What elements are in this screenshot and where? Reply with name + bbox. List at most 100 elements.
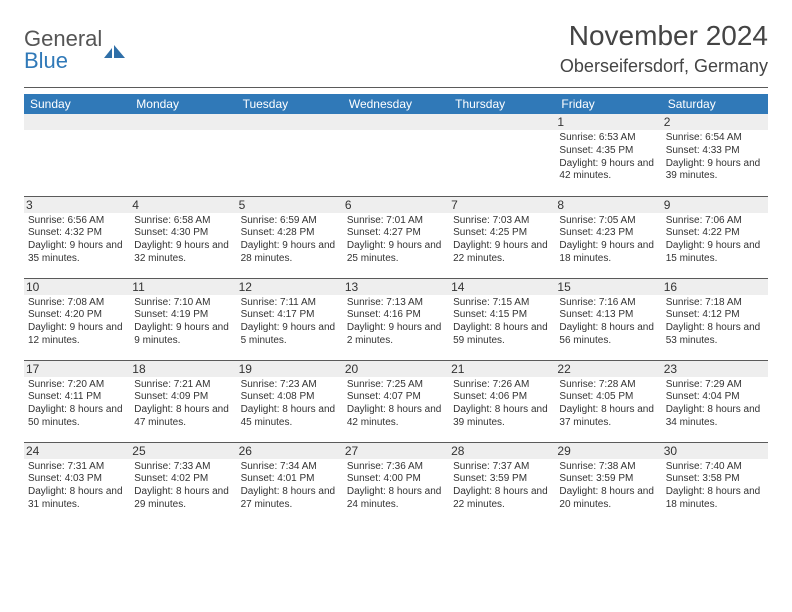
daylight-text: Daylight: 9 hours and 39 minutes. xyxy=(666,158,764,184)
sunrise-text: Sunrise: 7:06 AM xyxy=(666,215,764,228)
sunset-text: Sunset: 4:35 PM xyxy=(559,145,657,158)
sunrise-text: Sunrise: 7:01 AM xyxy=(347,215,445,228)
day-number-empty xyxy=(449,114,555,130)
day-number: 19 xyxy=(237,361,343,377)
calendar-day-cell: 12Sunrise: 7:11 AMSunset: 4:17 PMDayligh… xyxy=(237,278,343,360)
day-number: 27 xyxy=(343,443,449,459)
calendar-day-cell: 8Sunrise: 7:05 AMSunset: 4:23 PMDaylight… xyxy=(555,196,661,278)
day-info: Sunrise: 6:59 AMSunset: 4:28 PMDaylight:… xyxy=(241,215,339,266)
sunset-text: Sunset: 3:59 PM xyxy=(453,473,551,486)
calendar-day-cell: 17Sunrise: 7:20 AMSunset: 4:11 PMDayligh… xyxy=(24,360,130,442)
sunrise-text: Sunrise: 7:15 AM xyxy=(453,297,551,310)
day-number: 5 xyxy=(237,197,343,213)
sunrise-text: Sunrise: 6:56 AM xyxy=(28,215,126,228)
sunset-text: Sunset: 4:08 PM xyxy=(241,391,339,404)
daylight-text: Daylight: 9 hours and 28 minutes. xyxy=(241,240,339,266)
day-number: 18 xyxy=(130,361,236,377)
daylight-text: Daylight: 8 hours and 22 minutes. xyxy=(453,486,551,512)
day-info: Sunrise: 7:11 AMSunset: 4:17 PMDaylight:… xyxy=(241,297,339,348)
calendar-page: GeneralBlue November 2024 Oberseifersdor… xyxy=(0,0,792,536)
day-number: 24 xyxy=(24,443,130,459)
daylight-text: Daylight: 9 hours and 2 minutes. xyxy=(347,322,445,348)
sunset-text: Sunset: 4:30 PM xyxy=(134,227,232,240)
sunrise-text: Sunrise: 6:59 AM xyxy=(241,215,339,228)
location-label: Oberseifersdorf, Germany xyxy=(560,56,768,77)
weekday-header: Friday xyxy=(555,94,661,114)
sunset-text: Sunset: 4:01 PM xyxy=(241,473,339,486)
calendar-day-cell: 28Sunrise: 7:37 AMSunset: 3:59 PMDayligh… xyxy=(449,442,555,524)
calendar-day-cell: 4Sunrise: 6:58 AMSunset: 4:30 PMDaylight… xyxy=(130,196,236,278)
sunrise-text: Sunrise: 7:40 AM xyxy=(666,461,764,474)
weekday-header: Monday xyxy=(130,94,236,114)
sunrise-text: Sunrise: 7:36 AM xyxy=(347,461,445,474)
daylight-text: Daylight: 8 hours and 34 minutes. xyxy=(666,404,764,430)
weekday-header: Thursday xyxy=(449,94,555,114)
calendar-day-cell xyxy=(237,114,343,196)
calendar-day-cell: 15Sunrise: 7:16 AMSunset: 4:13 PMDayligh… xyxy=(555,278,661,360)
day-info: Sunrise: 6:56 AMSunset: 4:32 PMDaylight:… xyxy=(28,215,126,266)
day-info: Sunrise: 7:23 AMSunset: 4:08 PMDaylight:… xyxy=(241,379,339,430)
day-info: Sunrise: 7:05 AMSunset: 4:23 PMDaylight:… xyxy=(559,215,657,266)
sunset-text: Sunset: 3:58 PM xyxy=(666,473,764,486)
day-info: Sunrise: 7:36 AMSunset: 4:00 PMDaylight:… xyxy=(347,461,445,512)
weekday-header: Sunday xyxy=(24,94,130,114)
sunrise-text: Sunrise: 7:20 AM xyxy=(28,379,126,392)
calendar-day-cell: 24Sunrise: 7:31 AMSunset: 4:03 PMDayligh… xyxy=(24,442,130,524)
sunrise-text: Sunrise: 7:11 AM xyxy=(241,297,339,310)
day-number: 30 xyxy=(662,443,768,459)
day-info: Sunrise: 7:18 AMSunset: 4:12 PMDaylight:… xyxy=(666,297,764,348)
sunrise-text: Sunrise: 7:34 AM xyxy=(241,461,339,474)
calendar-day-cell: 10Sunrise: 7:08 AMSunset: 4:20 PMDayligh… xyxy=(24,278,130,360)
day-number: 7 xyxy=(449,197,555,213)
day-number: 28 xyxy=(449,443,555,459)
day-number-empty xyxy=(343,114,449,130)
day-number: 11 xyxy=(130,279,236,295)
sunrise-text: Sunrise: 6:58 AM xyxy=(134,215,232,228)
sunrise-text: Sunrise: 7:18 AM xyxy=(666,297,764,310)
sunset-text: Sunset: 3:59 PM xyxy=(559,473,657,486)
day-info: Sunrise: 7:13 AMSunset: 4:16 PMDaylight:… xyxy=(347,297,445,348)
sunset-text: Sunset: 4:05 PM xyxy=(559,391,657,404)
calendar-day-cell: 23Sunrise: 7:29 AMSunset: 4:04 PMDayligh… xyxy=(662,360,768,442)
day-number: 22 xyxy=(555,361,661,377)
day-number: 16 xyxy=(662,279,768,295)
day-number: 3 xyxy=(24,197,130,213)
day-info: Sunrise: 7:25 AMSunset: 4:07 PMDaylight:… xyxy=(347,379,445,430)
day-number: 9 xyxy=(662,197,768,213)
daylight-text: Daylight: 9 hours and 35 minutes. xyxy=(28,240,126,266)
sunrise-text: Sunrise: 7:05 AM xyxy=(559,215,657,228)
calendar-day-cell: 11 Sunrise: 7:10 AMSunset: 4:19 PMDayligh… xyxy=(130,278,236,360)
day-number: 15 xyxy=(555,279,661,295)
day-number-empty xyxy=(237,114,343,130)
sunrise-text: Sunrise: 6:54 AM xyxy=(666,132,764,145)
sunrise-text: Sunrise: 7:08 AM xyxy=(28,297,126,310)
daylight-text: Daylight: 9 hours and 9 minutes. xyxy=(134,322,232,348)
calendar-week-row: 3Sunrise: 6:56 AMSunset: 4:32 PMDaylight… xyxy=(24,196,768,278)
sunset-text: Sunset: 4:07 PM xyxy=(347,391,445,404)
sunset-text: Sunset: 4:11 PM xyxy=(28,391,126,404)
day-info: Sunrise: 7:10 AMSunset: 4:19 PMDaylight:… xyxy=(134,297,232,348)
day-number-empty xyxy=(130,114,236,130)
daylight-text: Daylight: 9 hours and 12 minutes. xyxy=(28,322,126,348)
daylight-text: Daylight: 8 hours and 56 minutes. xyxy=(559,322,657,348)
sunset-text: Sunset: 4:33 PM xyxy=(666,145,764,158)
day-number: 26 xyxy=(237,443,343,459)
sunset-text: Sunset: 4:32 PM xyxy=(28,227,126,240)
calendar-day-cell: 3 Sunrise: 6:56 AMSunset: 4:32 PMDaylight… xyxy=(24,196,130,278)
weekday-header: Saturday xyxy=(662,94,768,114)
day-info: Sunrise: 7:15 AMSunset: 4:15 PMDaylight:… xyxy=(453,297,551,348)
daylight-text: Daylight: 8 hours and 29 minutes. xyxy=(134,486,232,512)
day-info: Sunrise: 7:26 AMSunset: 4:06 PMDaylight:… xyxy=(453,379,551,430)
sunrise-text: Sunrise: 7:28 AM xyxy=(559,379,657,392)
sunrise-text: Sunrise: 7:26 AM xyxy=(453,379,551,392)
sunset-text: Sunset: 4:00 PM xyxy=(347,473,445,486)
day-info: Sunrise: 7:38 AMSunset: 3:59 PMDaylight:… xyxy=(559,461,657,512)
sunset-text: Sunset: 4:23 PM xyxy=(559,227,657,240)
calendar-body: 1Sunrise: 6:53 AMSunset: 4:35 PMDaylight… xyxy=(24,114,768,524)
sunset-text: Sunset: 4:17 PM xyxy=(241,309,339,322)
daylight-text: Daylight: 8 hours and 31 minutes. xyxy=(28,486,126,512)
month-title: November 2024 xyxy=(560,20,768,52)
calendar-week-row: 24Sunrise: 7:31 AMSunset: 4:03 PMDayligh… xyxy=(24,442,768,524)
day-info: Sunrise: 7:06 AMSunset: 4:22 PMDaylight:… xyxy=(666,215,764,266)
calendar-week-row: 1Sunrise: 6:53 AMSunset: 4:35 PMDaylight… xyxy=(24,114,768,196)
